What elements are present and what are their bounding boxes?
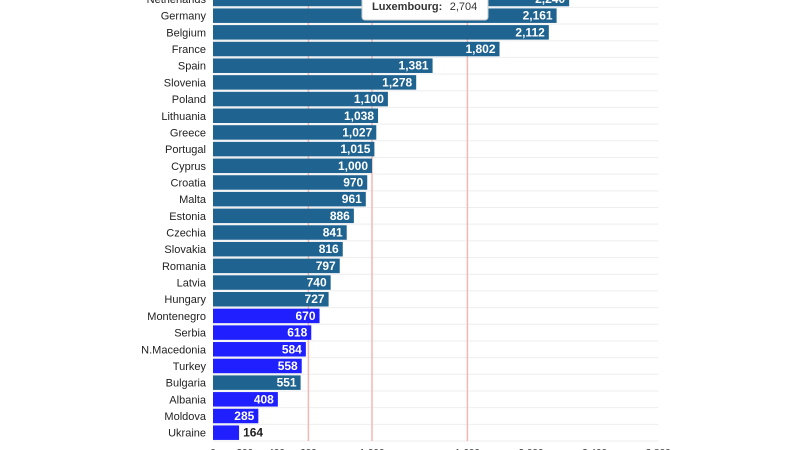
value-label: 797	[316, 259, 336, 273]
tooltip-label: Luxembourg:	[372, 1, 442, 13]
x-tick-label: 200	[236, 448, 253, 450]
category-label: Malta	[179, 194, 207, 206]
x-axis-ticks: 0 200 400 600 1,000 1,600 2,000 2,400 2,800	[210, 448, 671, 450]
value-label: 1,802	[465, 42, 495, 56]
x-tick-label: 600	[300, 448, 317, 450]
bar[interactable]	[213, 41, 500, 57]
bar[interactable]	[213, 408, 259, 424]
x-tick-label: 2,800	[646, 448, 671, 450]
category-label: France	[172, 44, 206, 56]
category-label: Ukraine	[168, 428, 206, 440]
category-label: Croatia	[171, 177, 207, 189]
bar[interactable]	[213, 208, 354, 224]
category-label: Moldova	[164, 411, 206, 423]
x-tick-label: 2,400	[582, 448, 607, 450]
gridlines	[213, 6, 659, 442]
value-label: 584	[282, 342, 302, 356]
value-label: 408	[254, 392, 274, 406]
bar[interactable]	[213, 308, 320, 324]
category-label: Netherlands	[147, 0, 207, 6]
value-label: 558	[278, 359, 298, 373]
bar[interactable]	[213, 125, 377, 140]
bar[interactable]	[213, 25, 549, 40]
bar[interactable]	[213, 191, 366, 207]
bar[interactable]	[213, 225, 347, 240]
category-label: Estonia	[169, 211, 207, 223]
value-label: 670	[295, 309, 315, 323]
bar[interactable]	[213, 108, 379, 124]
tooltip-value: 2,704	[450, 1, 478, 13]
category-label: Poland	[172, 94, 206, 106]
value-label: 841	[323, 226, 343, 240]
bar[interactable]	[213, 241, 343, 257]
value-label: 1,381	[399, 59, 429, 73]
value-label: 1,015	[340, 142, 370, 156]
value-label: 886	[330, 209, 350, 223]
category-label: Spain	[178, 61, 206, 73]
value-label: 618	[287, 326, 307, 340]
x-tick-label: 1,600	[455, 448, 480, 450]
category-label: Hungary	[164, 294, 206, 306]
tooltip-text: Luxembourg: 2,704	[372, 0, 477, 14]
tooltip: Luxembourg: 2,704	[361, 0, 489, 21]
category-label: Portugal	[165, 144, 206, 156]
category-label: Slovakia	[164, 244, 206, 256]
x-tick-label: 0	[210, 448, 216, 450]
bar[interactable]	[213, 358, 302, 374]
value-label: 1,278	[382, 75, 412, 89]
bar[interactable]	[213, 75, 417, 90]
value-label: 1,100	[354, 92, 384, 106]
category-label: Czechia	[166, 228, 207, 240]
value-label: 551	[277, 376, 297, 390]
x-tick-label: 400	[268, 448, 285, 450]
bar[interactable]	[213, 158, 372, 174]
value-label: 961	[342, 192, 362, 206]
bar[interactable]	[213, 325, 312, 340]
bar[interactable]	[213, 392, 278, 407]
category-label: Latvia	[177, 278, 207, 290]
bar[interactable]	[213, 58, 433, 73]
category-label: Belgium	[166, 27, 206, 39]
bar[interactable]	[213, 175, 368, 190]
bar[interactable]	[213, 258, 340, 274]
category-label: Romania	[162, 261, 207, 273]
value-label: 2,161	[523, 9, 553, 23]
category-label: Serbia	[174, 328, 207, 340]
bar[interactable]	[213, 425, 240, 440]
value-label: 970	[343, 175, 363, 189]
value-labels: 2,240 2,161 2,112 1,802 1,381 1,278 1,100 1,038…	[234, 0, 565, 440]
value-label: 727	[305, 292, 325, 306]
category-label: Montenegro	[147, 311, 206, 323]
bar[interactable]	[213, 375, 301, 390]
value-label: 164	[243, 426, 263, 440]
value-label: 285	[234, 409, 254, 423]
bar[interactable]	[213, 141, 375, 157]
value-label: 2,112	[515, 25, 545, 39]
bar[interactable]	[213, 275, 331, 290]
category-label: Bulgaria	[166, 378, 207, 390]
category-label: Greece	[170, 127, 206, 139]
value-label: 1,038	[344, 109, 374, 123]
value-label: 740	[307, 276, 327, 290]
category-label: Germany	[161, 11, 207, 23]
category-label: Lithuania	[161, 111, 207, 123]
category-labels: Netherlands Germany Belgium France Spain Slov…	[141, 0, 207, 440]
category-label: N.Macedonia	[141, 344, 207, 356]
category-label: Cyprus	[171, 161, 206, 173]
bar[interactable]	[213, 291, 329, 307]
value-label: 1,000	[338, 159, 368, 173]
x-tick-label: 2,000	[518, 448, 543, 450]
value-label: 1,027	[342, 125, 372, 139]
value-label: 816	[319, 242, 339, 256]
category-label: Albania	[169, 394, 207, 406]
tooltip-box	[361, 0, 489, 21]
bar[interactable]	[213, 91, 388, 107]
value-label: 2,240	[535, 0, 565, 6]
x-tick-label: 1,000	[359, 448, 384, 450]
category-label: Slovenia	[164, 77, 207, 89]
bar[interactable]	[213, 342, 306, 357]
category-label: Turkey	[173, 361, 207, 373]
